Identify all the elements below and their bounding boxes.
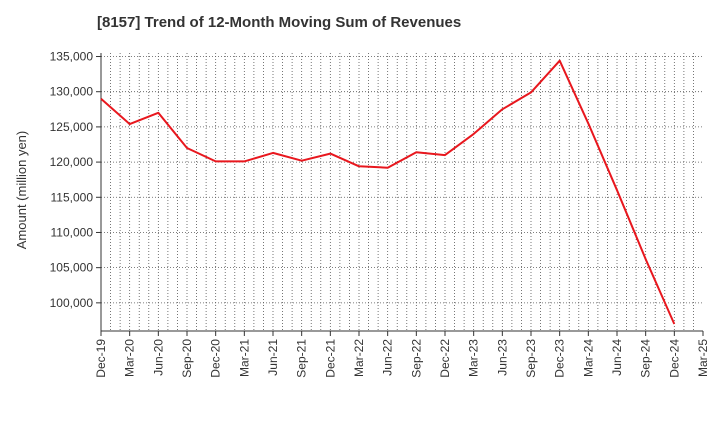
x-tick-label: Sep-20 [180,339,194,378]
y-tick-label: 120,000 [50,155,94,169]
x-tick-label: Jun-20 [151,339,165,376]
y-tick-label: 100,000 [50,296,94,310]
x-tick-label: Jun-21 [266,339,280,376]
x-tick-label: Mar-24 [581,339,595,377]
series-line [100,59,676,325]
y-tick-label: 130,000 [50,85,94,99]
x-tick-label: Mar-20 [123,339,137,377]
x-tick-label: Dec-23 [553,339,567,378]
x-tick-label: Sep-22 [409,339,423,378]
x-tick-label: Mar-25 [696,339,710,377]
x-tick-label: Jun-24 [610,339,624,376]
x-tick-label: Sep-24 [639,339,653,378]
x-tick-label: Jun-23 [495,339,509,376]
y-tick-label: 115,000 [51,190,94,204]
x-tick-label: Sep-21 [295,339,309,378]
x-tick-label: Mar-21 [237,339,251,377]
y-tick-label: 125,000 [50,120,94,134]
chart-title: [8157] Trend of 12-Month Moving Sum of R… [97,14,462,31]
y-tick-label: 105,000 [50,261,94,275]
x-tick-label: Jun-22 [381,339,395,376]
y-tick-label: 135,000 [50,50,94,64]
y-tick-label: 110,000 [51,225,94,239]
x-tick-label: Dec-21 [323,339,337,378]
x-tick-label: Dec-24 [667,339,681,378]
x-tick-label: Sep-23 [524,339,538,378]
x-tick-label: Mar-22 [352,339,366,377]
plot-area [101,53,703,331]
x-tick-label: Mar-23 [467,339,481,377]
x-tick-label: Dec-22 [438,339,452,378]
x-tick-label: Dec-20 [209,339,223,378]
x-tick-label: Dec-19 [94,339,108,378]
